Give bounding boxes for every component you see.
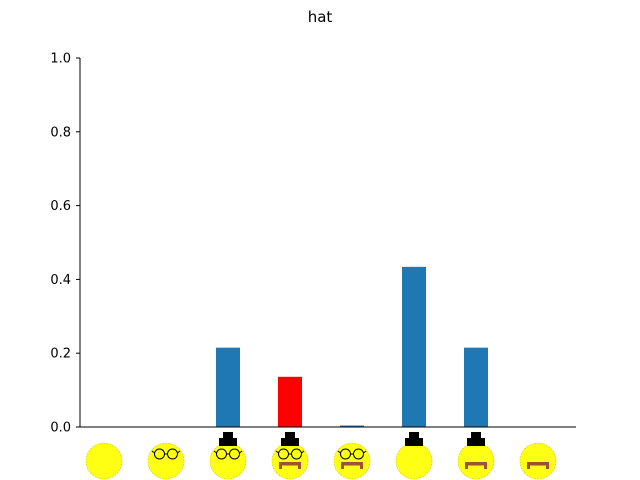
mustache-right-tip-icon (546, 462, 549, 469)
face-circle-icon (147, 442, 185, 480)
face-circle-icon (395, 442, 433, 480)
face-7 (519, 442, 557, 480)
face-circle-icon (209, 442, 247, 480)
glasses-right-arm-icon (177, 450, 181, 454)
face-4 (333, 442, 371, 480)
hat-crown-icon (285, 432, 295, 439)
hat-crown-icon (471, 432, 481, 439)
face-circle-icon (85, 442, 123, 480)
hat-brim-icon (467, 438, 485, 446)
y-tick-label-2: 0.4 (50, 273, 71, 288)
face-6 (457, 432, 495, 480)
bar-3 (278, 376, 302, 427)
glasses-left-arm-icon (151, 450, 155, 454)
mustache-icon (341, 462, 363, 466)
glasses-left-arm-icon (337, 450, 341, 454)
bar-2 (216, 347, 240, 427)
y-tick-label-4: 0.8 (50, 125, 71, 140)
glasses-left-arm-icon (275, 450, 279, 454)
glasses-right-arm-icon (301, 450, 305, 454)
face-5 (395, 432, 433, 480)
bar-4 (340, 425, 364, 427)
y-tick-label-0: 0.0 (50, 421, 71, 436)
hat-brim-icon (219, 438, 237, 446)
mustache-right-tip-icon (298, 462, 301, 469)
axes: 0.0 0.2 0.4 0.6 0.8 1.0 (50, 52, 576, 436)
hat-brim-icon (405, 438, 423, 446)
face-circle-icon (333, 442, 371, 480)
bar-6 (464, 347, 488, 427)
mustache-icon (465, 462, 487, 466)
face-3 (271, 432, 309, 480)
bar-5 (402, 266, 426, 427)
hat-crown-icon (409, 432, 419, 439)
face-0 (85, 442, 123, 480)
chart-title: hat (308, 8, 333, 26)
mustache-left-tip-icon (279, 462, 282, 469)
hat-crown-icon (223, 432, 233, 439)
y-tick-label-5: 1.0 (50, 52, 71, 67)
mustache-icon (527, 462, 549, 466)
mustache-left-tip-icon (465, 462, 468, 469)
mustache-right-tip-icon (360, 462, 363, 469)
face-1 (147, 442, 185, 480)
y-tick-label-3: 0.6 (50, 199, 71, 214)
face-circle-icon (519, 442, 557, 480)
face-circle-icon (457, 442, 495, 480)
category-faces (85, 432, 557, 480)
mustache-right-tip-icon (484, 462, 487, 469)
mustache-left-tip-icon (341, 462, 344, 469)
y-tick-label-1: 0.2 (50, 347, 71, 362)
mustache-icon (279, 462, 301, 466)
glasses-right-arm-icon (363, 450, 367, 454)
hat-brim-icon (281, 438, 299, 446)
face-circle-icon (271, 442, 309, 480)
mustache-left-tip-icon (527, 462, 530, 469)
bars (216, 266, 488, 427)
face-2 (209, 432, 247, 480)
glasses-right-arm-icon (239, 450, 243, 454)
glasses-left-arm-icon (213, 450, 217, 454)
